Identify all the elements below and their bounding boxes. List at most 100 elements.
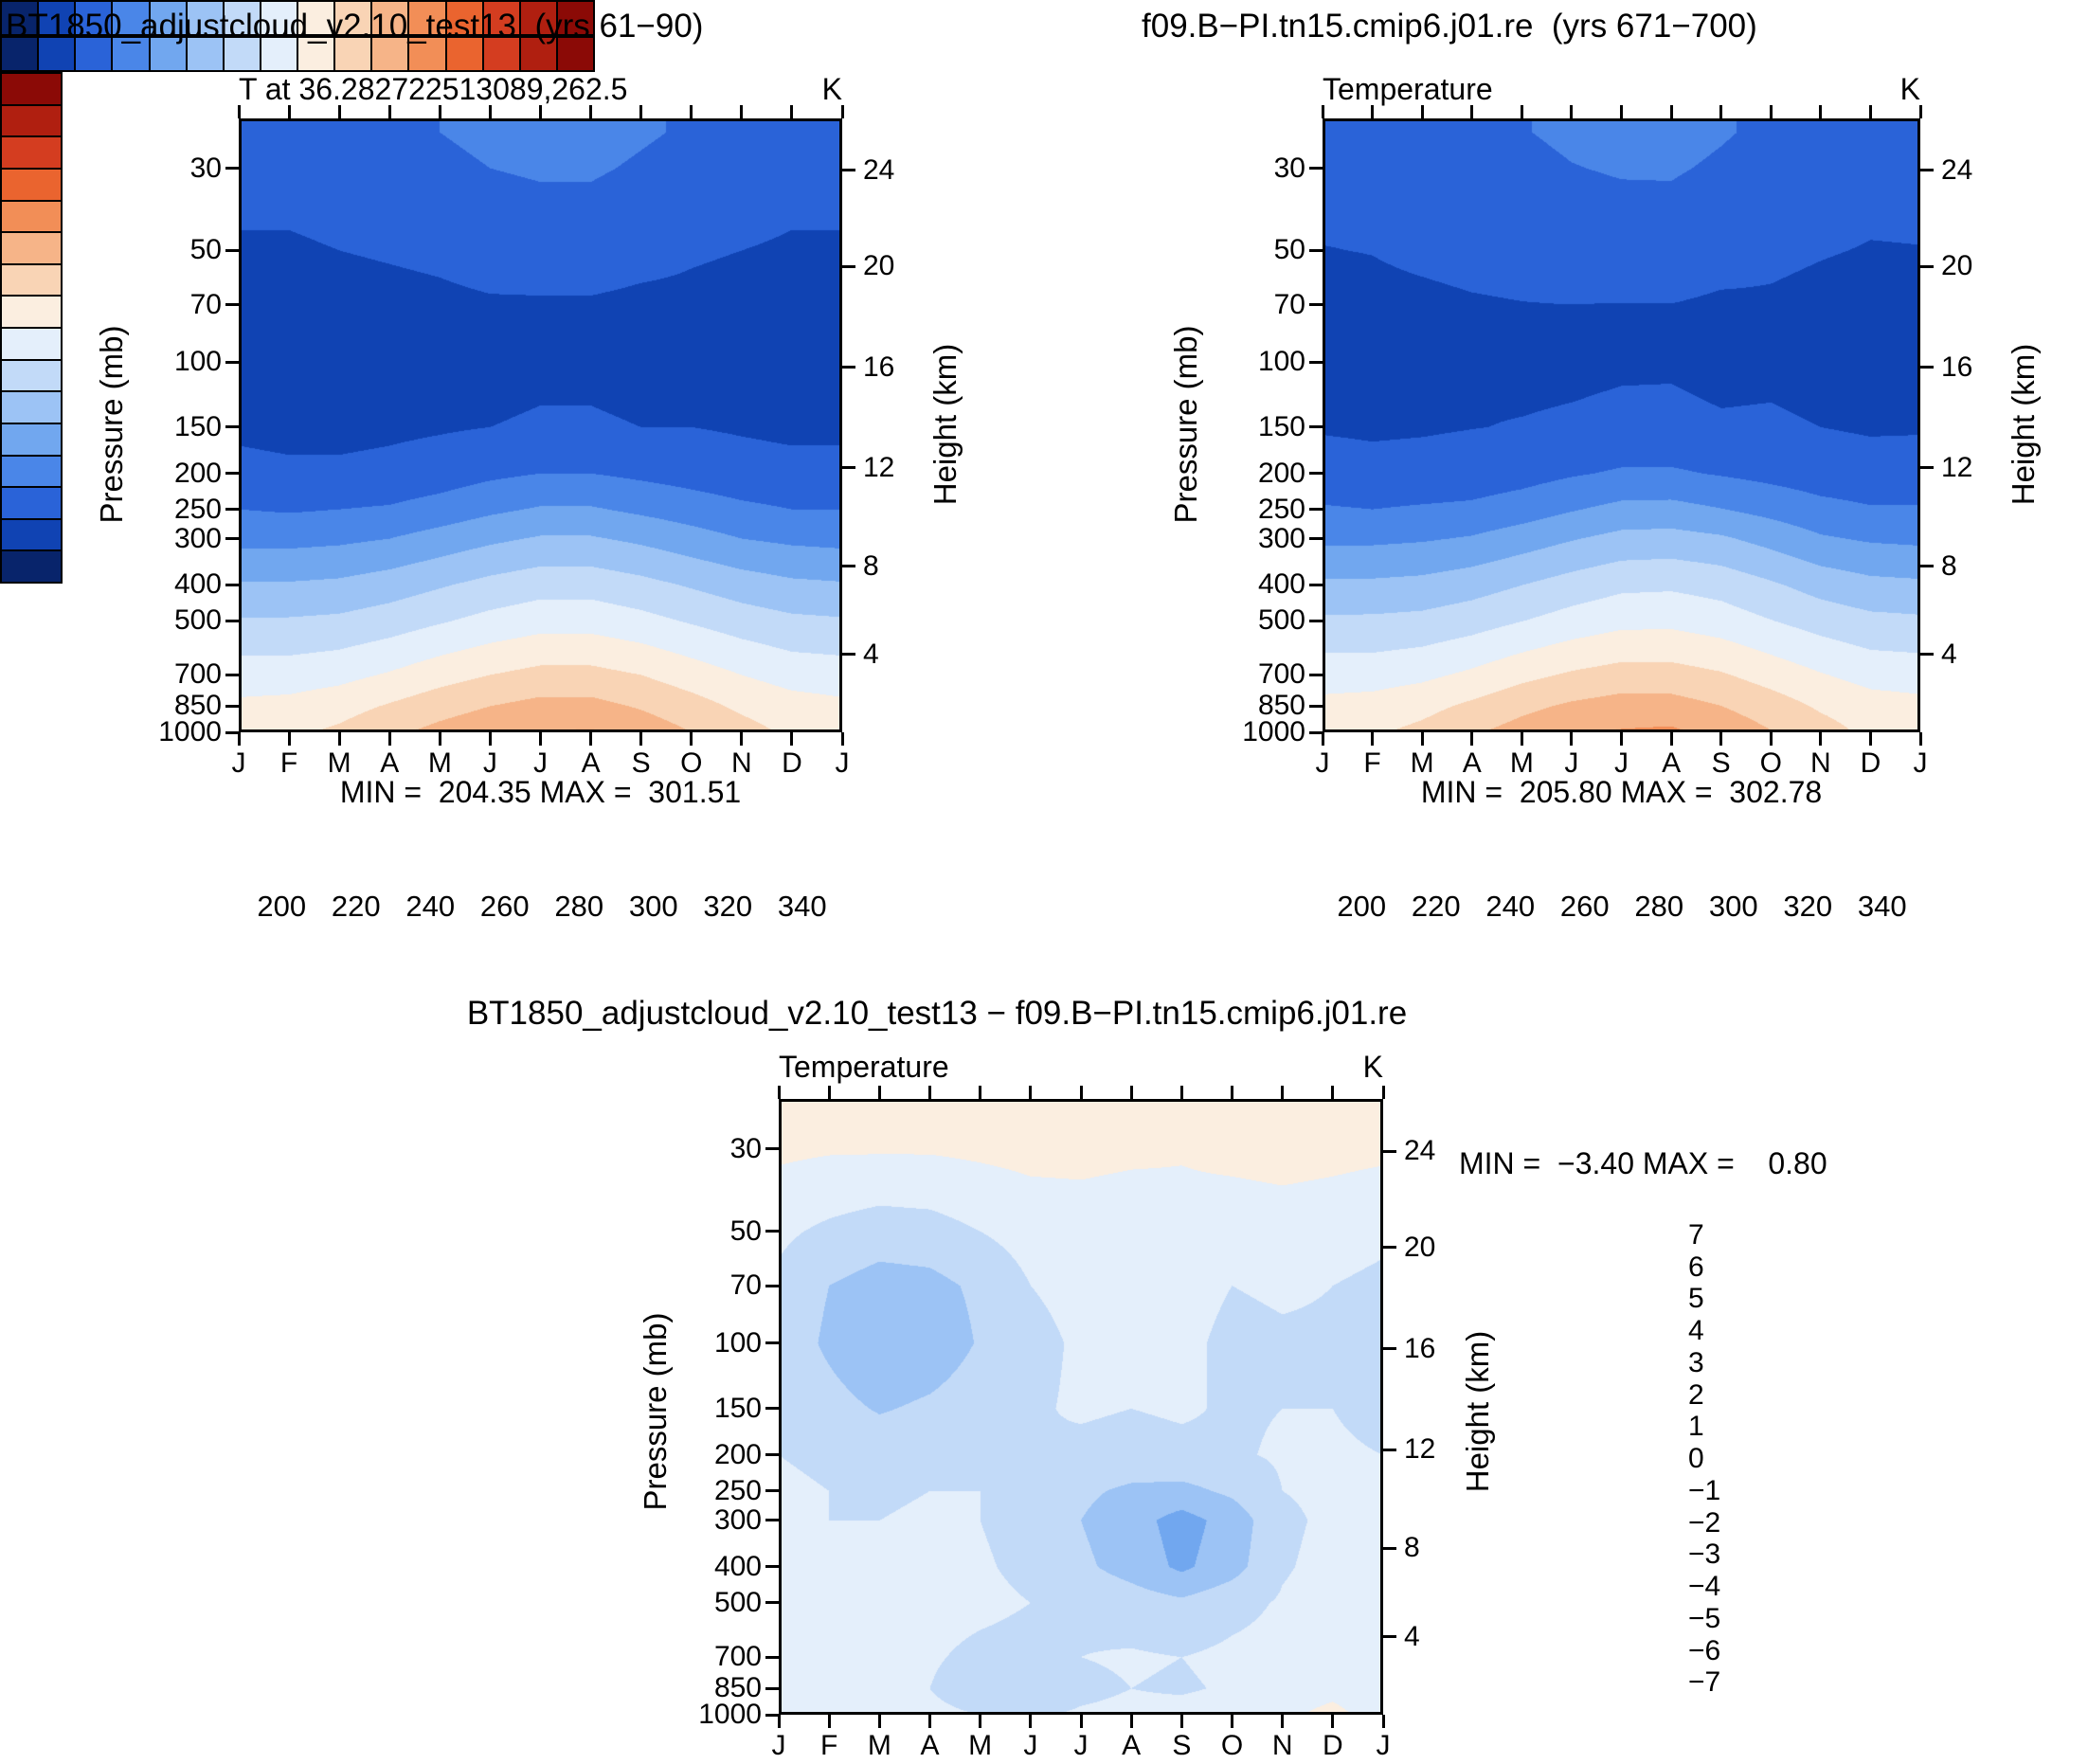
axis-tick bbox=[1309, 730, 1323, 734]
axis-tick bbox=[765, 1407, 779, 1411]
colorbar-tick-label: −2 bbox=[1688, 1506, 1721, 1539]
pressure-tick-label: 70 bbox=[1273, 288, 1305, 320]
axis-tick bbox=[287, 105, 291, 118]
axis-tick bbox=[488, 732, 492, 746]
panel-diff-units-label: K bbox=[1362, 1050, 1383, 1084]
pressure-tick-label: 30 bbox=[189, 152, 222, 184]
height-tick-label: 24 bbox=[863, 153, 895, 186]
axis-tick bbox=[765, 1341, 779, 1345]
axis-tick bbox=[1920, 565, 1934, 568]
colorbar-tick-label: −7 bbox=[1688, 1666, 1721, 1699]
panel-2-title: f09.B−PI.tn15.cmip6.j01.re (yrs 671−700) bbox=[1142, 8, 1757, 45]
axis-tick bbox=[1868, 732, 1872, 746]
colorbar-tick-label: 3 bbox=[1688, 1346, 1704, 1378]
colorbar-cell bbox=[37, 0, 77, 36]
height-tick-label: 16 bbox=[1404, 1332, 1436, 1364]
axis-tick bbox=[1920, 366, 1934, 369]
colorbar-cell bbox=[0, 517, 63, 552]
axis-tick bbox=[225, 704, 239, 708]
axis-tick bbox=[1420, 732, 1424, 746]
month-tick-label: J bbox=[1073, 1730, 1089, 1761]
axis-tick bbox=[840, 105, 844, 118]
axis-tick bbox=[1420, 105, 1424, 118]
pressure-tick-label: 700 bbox=[713, 1641, 762, 1673]
pressure-tick-label: 250 bbox=[1257, 493, 1305, 525]
colorbar-tick-label: 320 bbox=[1783, 890, 1833, 923]
axis-tick bbox=[1470, 732, 1474, 746]
month-tick-label: D bbox=[1860, 747, 1881, 779]
month-tick-label: F bbox=[819, 1730, 838, 1761]
height-tick-label: 12 bbox=[863, 451, 895, 483]
month-tick-label: F bbox=[279, 747, 298, 779]
colorbar-cell bbox=[111, 36, 151, 72]
axis-tick bbox=[842, 653, 855, 657]
axis-tick bbox=[840, 732, 844, 746]
axis-tick bbox=[765, 1284, 779, 1287]
colorbar-tick-label: 7 bbox=[1688, 1218, 1704, 1251]
axis-tick bbox=[842, 466, 855, 470]
colorbar-cell bbox=[0, 422, 63, 457]
month-tick-label: D bbox=[1322, 1730, 1343, 1761]
axis-tick bbox=[225, 730, 239, 734]
axis-tick bbox=[1920, 653, 1934, 657]
pressure-tick-label: 200 bbox=[713, 1438, 762, 1470]
axis-tick bbox=[1321, 732, 1324, 746]
axis-tick bbox=[1309, 167, 1323, 171]
axis-tick bbox=[1381, 1715, 1385, 1728]
colorbar-tick-label: 280 bbox=[1634, 890, 1684, 923]
axis-tick bbox=[225, 167, 239, 171]
axis-tick bbox=[1129, 1086, 1133, 1099]
month-tick-label: J bbox=[1564, 747, 1579, 779]
axis-tick bbox=[827, 1086, 831, 1099]
month-tick-label: O bbox=[680, 747, 703, 779]
panel-diff-title: BT1850_adjustcloud_v2.10_test13 − f09.B−… bbox=[466, 995, 1408, 1032]
month-tick-label: J bbox=[771, 1730, 786, 1761]
colorbar-cell bbox=[0, 549, 63, 584]
axis-tick bbox=[1719, 732, 1723, 746]
colorbar-tick-label: 240 bbox=[405, 890, 456, 923]
axis-tick bbox=[225, 360, 239, 364]
axis-tick bbox=[1309, 425, 1323, 429]
pressure-tick-label: 70 bbox=[729, 1269, 762, 1302]
pressure-tick-label: 200 bbox=[1257, 457, 1305, 489]
difference-colorbar bbox=[0, 72, 63, 584]
axis-tick bbox=[777, 1715, 781, 1728]
axis-tick bbox=[765, 1453, 779, 1457]
axis-tick bbox=[639, 732, 643, 746]
axis-tick bbox=[1819, 105, 1823, 118]
axis-tick bbox=[877, 1715, 881, 1728]
panel-2-units-label: K bbox=[1899, 72, 1920, 106]
panel-1-field-title: T at 36.282722513089,262.5 bbox=[239, 72, 628, 106]
colorbar-tick-label: −4 bbox=[1688, 1571, 1721, 1602]
colorbar-tick-label: 240 bbox=[1485, 890, 1536, 923]
colorbar-cell bbox=[444, 36, 484, 72]
axis-tick bbox=[842, 565, 855, 568]
colorbar-cell bbox=[555, 0, 595, 36]
axis-tick bbox=[928, 1086, 931, 1099]
colorbar-cell bbox=[0, 358, 63, 393]
pressure-tick-label: 400 bbox=[713, 1550, 762, 1582]
pressure-tick-label: 30 bbox=[1273, 152, 1305, 184]
axis-tick bbox=[1079, 1715, 1083, 1728]
colorbar-tick-label: 340 bbox=[1857, 890, 1907, 923]
axis-tick bbox=[1371, 105, 1375, 118]
month-tick-label: J bbox=[1614, 747, 1629, 779]
axis-tick bbox=[1309, 248, 1323, 252]
axis-tick bbox=[225, 303, 239, 306]
height-tick-label: 24 bbox=[1941, 153, 1973, 186]
axis-tick bbox=[225, 508, 239, 512]
axis-tick bbox=[1331, 1086, 1335, 1099]
colorbar-cell bbox=[0, 135, 63, 170]
axis-tick bbox=[765, 1230, 779, 1233]
axis-tick bbox=[1309, 360, 1323, 364]
axis-tick bbox=[1383, 1635, 1396, 1639]
colorbar-cell bbox=[222, 36, 261, 72]
axis-tick bbox=[225, 472, 239, 476]
axis-tick bbox=[740, 105, 744, 118]
height-tick-label: 24 bbox=[1404, 1135, 1436, 1167]
pressure-tick-label: 100 bbox=[1257, 346, 1305, 378]
axis-tick bbox=[790, 732, 794, 746]
month-tick-label: A bbox=[1662, 747, 1682, 779]
pressure-tick-label: 30 bbox=[729, 1132, 762, 1164]
colorbar-cell bbox=[297, 36, 336, 72]
